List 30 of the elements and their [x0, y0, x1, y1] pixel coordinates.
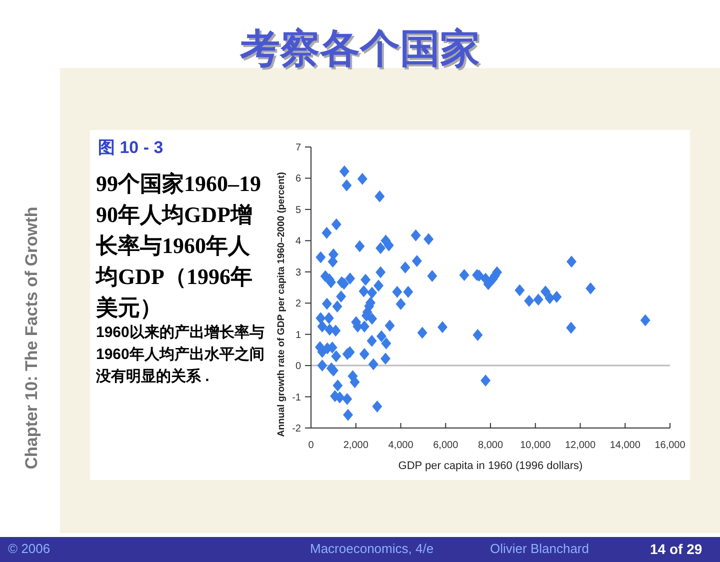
caption: 图 10 - 3	[98, 137, 164, 159]
text: Chapter 10: The Facts of Growth	[22, 206, 42, 470]
x-axis-title: GDP per capita in 1960 (1996 dollars)	[398, 460, 583, 472]
x-tick-label: 14,000	[610, 440, 641, 451]
text: Olivier Blanchard	[490, 541, 589, 556]
y-tick-label: 7	[295, 142, 302, 154]
x-tick-label: 8,000	[478, 440, 504, 451]
y-axis-title: Annual growth rate of GDP per capita 1960–2000 (percent)	[276, 172, 287, 437]
y-tick-label: -1	[292, 392, 302, 404]
x-tick-label: 4,000	[388, 440, 414, 451]
chart-title: 考察各个国家	[241, 29, 482, 73]
text: 1960以来的产出增长率与1960年人均产出水平之间没有明显的关系 .	[96, 323, 266, 387]
text: © 2006	[8, 541, 50, 556]
y-tick-label: 6	[295, 174, 302, 185]
x-tick-label: 10,000	[520, 440, 552, 451]
y-tick-label: 2	[295, 298, 302, 310]
y-tick-label: 5	[295, 204, 302, 216]
y-tick-label: 4	[295, 236, 302, 248]
x-tick-label: 16,000	[654, 440, 686, 451]
text: Macroeconomics, 4/e	[310, 541, 434, 556]
y-tick-label: 1	[295, 330, 302, 341]
x-tick-label: 12,000	[564, 440, 596, 451]
x-tick-label: 2,000	[343, 440, 369, 451]
x-tick-label: 6,000	[433, 440, 459, 451]
y-tick-label: 0	[295, 361, 302, 372]
x-tick-label: 0	[308, 440, 314, 451]
text: 14 of 29	[650, 541, 702, 557]
y-tick-label: 3	[295, 267, 302, 278]
y-tick-label: -2	[292, 424, 302, 434]
text: 99个国家1960–1990年人均GDP增长率与1960年人均GDP（1996年美元）	[96, 170, 262, 322]
